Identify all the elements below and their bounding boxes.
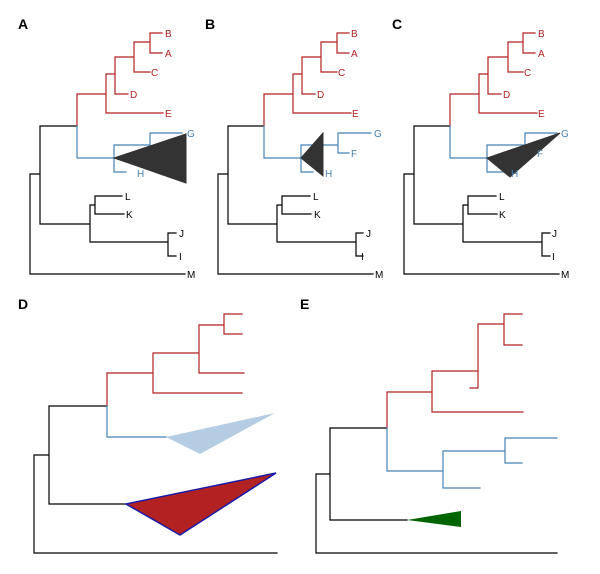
tip-label-d: D — [317, 90, 324, 101]
panel-label-b: B — [205, 16, 215, 32]
tip-label-d: D — [130, 90, 137, 101]
tip-label-a: A — [538, 49, 545, 60]
tip-label-i: I — [361, 252, 364, 263]
tip-label-j: J — [366, 229, 371, 240]
tree-b-tip-labels: B A C D E G F H L K J I M — [313, 29, 383, 281]
tree-a-tip-labels: B A C D E G H L K J I M — [125, 29, 195, 281]
tip-label-k: K — [314, 210, 321, 221]
panel-label-e: E — [300, 296, 309, 312]
tip-label-g: G — [187, 129, 195, 140]
tip-label-c: C — [151, 68, 158, 79]
tree-d-red-branches — [106, 313, 245, 407]
tip-label-g: G — [561, 129, 569, 140]
tip-label-j: J — [179, 229, 184, 240]
tip-label-f: F — [351, 149, 357, 160]
tip-label-h: H — [325, 169, 332, 180]
tree-d-blue-branches — [106, 405, 167, 438]
collapsed-clade-triangle — [485, 132, 561, 178]
tip-label-c: C — [338, 68, 345, 79]
tip-label-k: K — [499, 210, 506, 221]
tip-label-m: M — [187, 270, 195, 281]
tree-a-black-branches — [29, 125, 186, 275]
collapsed-clade-triangle — [112, 133, 187, 184]
collapsed-clade-triangle — [123, 472, 277, 536]
tip-label-l: L — [499, 192, 505, 203]
panel-a: A B A C D E G H L K J I M — [18, 16, 195, 281]
tip-label-a: A — [165, 49, 172, 60]
tree-c-tip-labels: B A C D E G F H L K J I M — [499, 29, 569, 281]
tip-label-a: A — [351, 49, 358, 60]
tip-label-e: E — [352, 109, 359, 120]
panel-b: B B A C D E G F H L K J I M — [205, 16, 383, 281]
tip-label-m: M — [561, 270, 569, 281]
tip-label-e: E — [538, 109, 545, 120]
panel-d: D — [18, 296, 278, 554]
panel-e: E — [300, 296, 558, 554]
tip-label-m: M — [375, 270, 383, 281]
tip-label-l: L — [125, 192, 131, 203]
panel-label-d: D — [18, 296, 28, 312]
panel-label-c: C — [392, 16, 402, 32]
tip-label-b: B — [165, 29, 172, 40]
panel-label-a: A — [18, 16, 28, 32]
tip-label-c: C — [524, 68, 531, 79]
collapsed-clade-triangle — [407, 511, 461, 527]
tree-e-blue-branches — [386, 427, 558, 489]
collapsed-clade-triangle — [300, 131, 324, 178]
tip-label-b: B — [538, 29, 545, 40]
tree-e-black-branches — [315, 427, 558, 554]
tree-b-black-branches — [217, 125, 374, 275]
tip-label-e: E — [165, 109, 172, 120]
panel-c: C B A C D E G F H L K J I M — [392, 16, 569, 281]
tree-a-red-branches — [76, 32, 164, 127]
tip-label-i: I — [552, 252, 555, 263]
tip-label-j: J — [552, 229, 557, 240]
tree-c-red-branches — [449, 32, 538, 127]
collapsed-clade-triangle — [166, 413, 275, 454]
tip-label-k: K — [126, 210, 133, 221]
tip-label-g: G — [374, 129, 382, 140]
tree-c-black-branches — [403, 125, 560, 275]
tip-label-i: I — [179, 252, 182, 263]
tip-label-b: B — [351, 29, 358, 40]
tip-label-h: H — [511, 169, 518, 180]
tree-d-black-branches — [33, 405, 278, 554]
tip-label-f: F — [537, 149, 543, 160]
tree-e-red-branches — [386, 313, 524, 429]
tip-label-d: D — [503, 90, 510, 101]
tip-label-h: H — [137, 169, 144, 180]
tree-b-red-branches — [263, 32, 352, 127]
tip-label-l: L — [313, 192, 319, 203]
